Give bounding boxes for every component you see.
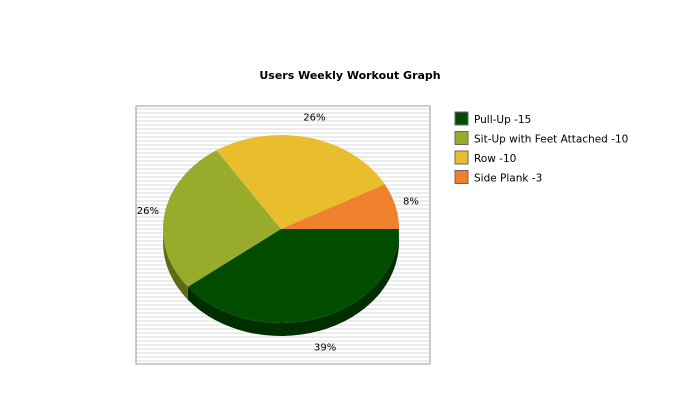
legend-swatch-1 bbox=[454, 131, 469, 145]
legend-label-1: Sit-Up with Feet Attached -10 bbox=[474, 134, 628, 146]
slice-labels: 39% 26% 26% 8% bbox=[137, 113, 419, 354]
pie-depth bbox=[163, 229, 399, 336]
pie-slice-2 bbox=[216, 134, 385, 229]
slice-label-1: 26% bbox=[137, 206, 159, 217]
legend-label-2: Row -10 bbox=[474, 153, 516, 165]
slice-label-0: 39% bbox=[314, 343, 336, 354]
legend-label-0: Pull-Up -15 bbox=[474, 114, 531, 126]
pie-slice-1 bbox=[162, 150, 281, 287]
pie-side-0 bbox=[187, 229, 399, 336]
pie-slice-0 bbox=[187, 229, 399, 323]
legend-swatch-3 bbox=[454, 170, 469, 184]
pie-slice-3 bbox=[281, 184, 399, 229]
legend: Pull-Up -15 Sit-Up with Feet Attached -10… bbox=[454, 111, 628, 185]
legend-swatch-2 bbox=[454, 150, 469, 165]
pie-side-1 bbox=[163, 229, 188, 300]
slice-label-2: 26% bbox=[303, 113, 325, 124]
chart-title: Users Weekly Workout Graph bbox=[259, 69, 440, 82]
slice-label-3: 8% bbox=[403, 197, 419, 208]
legend-swatch-0 bbox=[454, 111, 469, 126]
pie-slices bbox=[162, 134, 399, 323]
legend-label-3: Side Plank -3 bbox=[474, 173, 542, 185]
